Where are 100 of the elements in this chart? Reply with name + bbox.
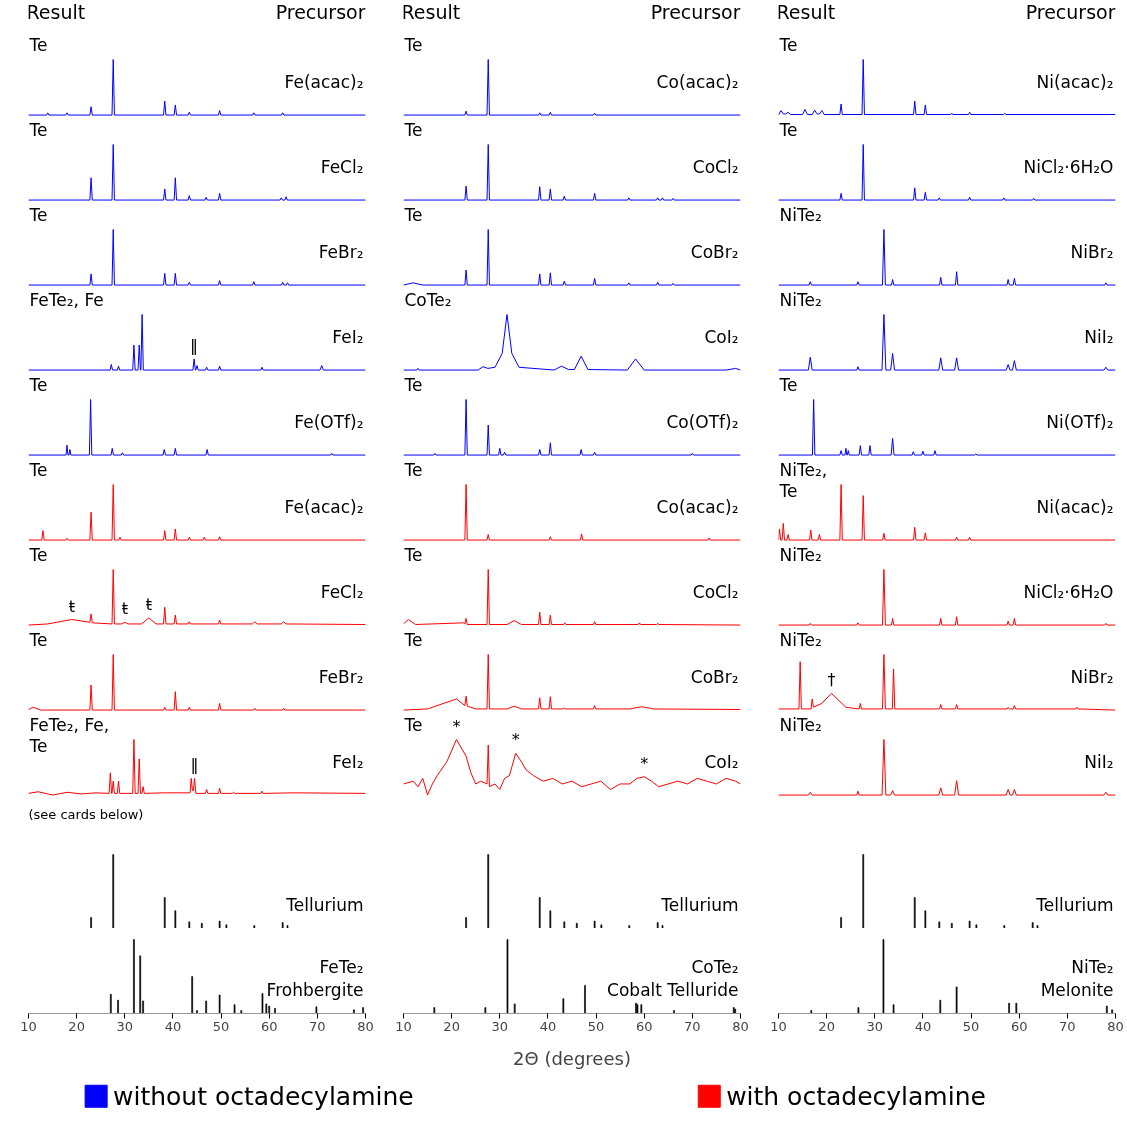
chart-subtitle: FeTe₂, Fe (29, 289, 104, 310)
text: Co(OTf)₂ (666, 411, 739, 432)
text: Co(acac)₂ (656, 496, 739, 517)
text: CoBr₂ (690, 241, 739, 262)
x-tick-label: 60 (635, 1018, 653, 1034)
text: CoCl₂ (692, 156, 739, 177)
x-tick-label: 70 (684, 1018, 701, 1034)
text: Fe(acac)₂ (284, 496, 364, 517)
x-tick-label: 60 (1010, 1018, 1028, 1034)
text: Precursor (1025, 0, 1116, 23)
chart-subtitle: Te (403, 374, 423, 395)
text: CoI₂ (704, 751, 739, 772)
annotation: ‖ (190, 755, 199, 775)
x-tick-label: 10 (770, 1018, 787, 1034)
text: NiBr₂ (1070, 241, 1114, 262)
text: Result (776, 0, 836, 23)
x-tick-label: 40 (914, 1018, 932, 1034)
chart-subtitle: NiTe₂ (779, 204, 822, 225)
text: Fe(OTf)₂ (294, 411, 364, 432)
chart-subtitle: NiTe₂ (779, 629, 822, 650)
chart-subtitle: NiTe₂ (779, 544, 822, 565)
x-tick-label: 10 (20, 1018, 37, 1034)
chart-subtitle: Te (403, 204, 423, 225)
text: NiI₂ (1084, 751, 1114, 772)
chart-subtitle: Te (28, 119, 48, 140)
category-label: with octadecylamine (726, 1081, 986, 1111)
text: Ni(acac)₂ (1036, 71, 1114, 92)
text: Fe(acac)₂ (284, 71, 364, 92)
x-tick-label: 30 (491, 1018, 509, 1034)
chart-subtitle: NiTe₂, Te (778, 459, 828, 501)
category-label: without octadecylamine (113, 1081, 414, 1111)
chart-subtitle: Te (778, 119, 798, 140)
chart-subtitle: Te (403, 544, 423, 565)
text: Tellurium (285, 895, 364, 916)
x-tick-label: 50 (212, 1018, 230, 1034)
text: Ni(OTf)₂ (1046, 411, 1114, 432)
x-tick-label: 80 (357, 1018, 374, 1034)
chart-subtitle: Te (28, 34, 48, 55)
text: NiCl₂·6H₂O (1023, 156, 1114, 177)
text: FeBr₂ (318, 666, 364, 687)
text: Tellurium (660, 895, 739, 916)
chart-subtitle: Te (28, 459, 48, 480)
x-tick-label: 80 (1107, 1018, 1124, 1034)
chart-subtitle: Te (403, 629, 423, 650)
x-axis-title: 2Θ (degrees) (513, 1047, 631, 1069)
x-tick-label: 20 (443, 1018, 460, 1034)
x-tick-label: 30 (866, 1018, 884, 1034)
x-tick-label: 40 (164, 1018, 182, 1034)
chart-subtitle: FeTe₂, Fe, Te (28, 714, 110, 756)
text: Ni(acac)₂ (1036, 496, 1114, 517)
text: NiTe₂ Melonite (1040, 957, 1114, 1001)
text: Co(acac)₂ (656, 71, 739, 92)
text: Precursor (650, 0, 741, 23)
chart-subtitle: Te (403, 119, 423, 140)
x-tick-label: 30 (116, 1018, 134, 1034)
annotation: * (640, 753, 649, 773)
chart-subtitle: Te (778, 34, 798, 55)
text: FeCl₂ (320, 156, 364, 177)
text: CoTe₂ Cobalt Telluride (607, 957, 739, 1001)
chart-subtitle: Te (28, 204, 48, 225)
x-tick-label: 40 (539, 1018, 557, 1034)
annotation: ŧ (145, 594, 152, 614)
text: FeBr₂ (318, 241, 364, 262)
x-tick-label: 80 (732, 1018, 749, 1034)
annotation: ŧ (121, 599, 128, 619)
text: FeI₂ (332, 751, 364, 772)
x-tick-label: 20 (68, 1018, 85, 1034)
text: NiI₂ (1084, 326, 1114, 347)
annotation: * (452, 716, 461, 736)
text: FeTe₂ Frohbergite (266, 957, 364, 1001)
text: FeI₂ (332, 326, 364, 347)
text: NiCl₂·6H₂O (1023, 581, 1114, 602)
x-tick-label: 70 (1059, 1018, 1076, 1034)
x-tick-label: 20 (818, 1018, 835, 1034)
text: Result (401, 0, 461, 23)
text: CoI₂ (704, 326, 739, 347)
x-tick-label: 70 (309, 1018, 326, 1034)
annotation: ŧ (68, 596, 75, 616)
text: CoCl₂ (692, 581, 739, 602)
text: CoBr₂ (690, 666, 739, 687)
x-tick-label: 50 (587, 1018, 605, 1034)
chart-subtitle: Te (778, 374, 798, 395)
chart-subtitle: CoTe₂ (404, 289, 452, 310)
x-tick-label: 60 (260, 1018, 278, 1034)
chart-subtitle: Te (403, 34, 423, 55)
text: (see cards below) (28, 806, 144, 822)
x-tick-label: 50 (962, 1018, 980, 1034)
annotation: * (511, 730, 520, 750)
x-tick-label: 10 (395, 1018, 412, 1034)
text: Precursor (275, 0, 366, 23)
chart-subtitle: NiTe₂ (779, 714, 822, 735)
annotation: ‖ (190, 335, 199, 355)
annotation: † (827, 670, 836, 690)
chart-subtitle: Te (28, 374, 48, 395)
chart-subtitle: Te (403, 459, 423, 480)
chart-subtitle: Te (403, 714, 423, 735)
text: NiBr₂ (1070, 666, 1114, 687)
chart-subtitle: NiTe₂ (779, 289, 822, 310)
text: Result (26, 0, 86, 23)
chart-subtitle: Te (28, 629, 48, 650)
